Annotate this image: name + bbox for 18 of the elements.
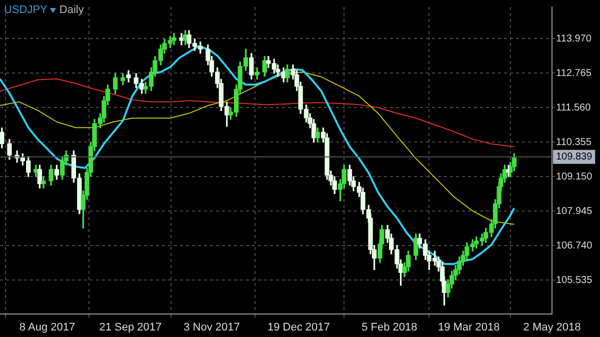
x-tick-label: 8 Aug 2017 xyxy=(19,321,76,334)
x-tick-label: 2 May 2018 xyxy=(523,321,581,334)
y-tick-label: 111.560 xyxy=(556,102,592,114)
x-tick-label: 3 Nov 2017 xyxy=(184,321,240,334)
x-tick-label: 19 Mar 2018 xyxy=(438,321,500,334)
y-tick-label: 109.150 xyxy=(556,171,593,182)
y-tick-label: 105.535 xyxy=(556,274,593,286)
y-tick-label: 112.765 xyxy=(556,68,592,79)
x-tick-label: 5 Feb 2018 xyxy=(362,321,418,334)
y-tick-label: 113.970 xyxy=(556,33,592,44)
chart-subtitle: Daily xyxy=(59,4,84,16)
x-tick-label: 19 Dec 2017 xyxy=(267,321,330,334)
ref-line-label: 109.839 xyxy=(556,152,593,163)
x-tick-label: 21 Sep 2017 xyxy=(99,321,162,334)
y-tick-label: 110.355 xyxy=(556,136,592,148)
chart-title: USDJPY xyxy=(4,4,48,16)
y-tick-label: 107.945 xyxy=(556,206,593,217)
y-tick-label: 106.740 xyxy=(556,240,593,252)
